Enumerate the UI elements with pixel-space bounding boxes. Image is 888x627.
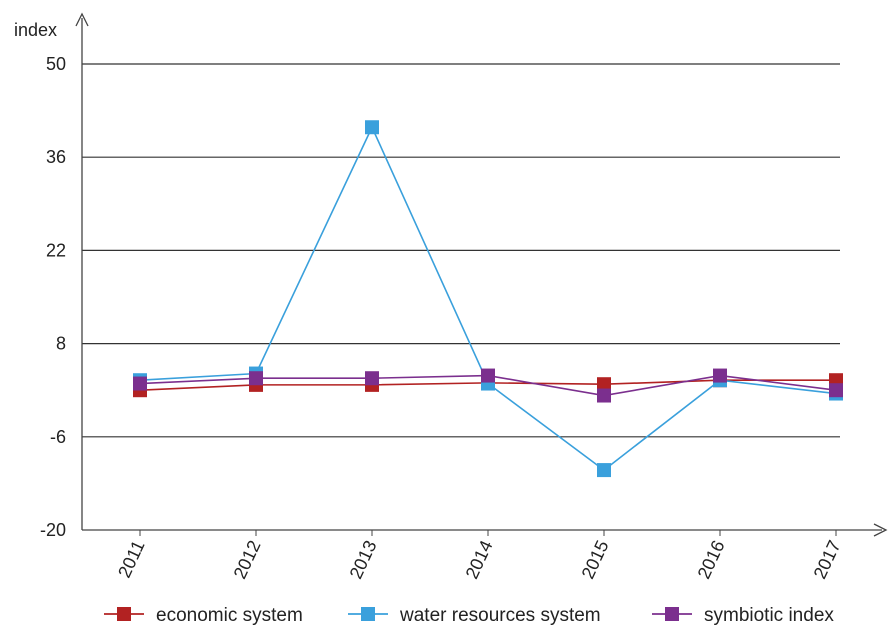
data-point-marker xyxy=(597,388,611,403)
y-axis-arrow-icon xyxy=(75,12,89,27)
y-tick-label: -20 xyxy=(40,520,66,540)
legend-label: symbiotic index xyxy=(704,605,834,626)
legend-marker-icon xyxy=(117,607,131,621)
y-axis-title: index xyxy=(14,20,57,40)
x-tick-label: 2015 xyxy=(578,537,613,582)
data-point-marker xyxy=(133,376,147,391)
grid-lines xyxy=(82,63,840,438)
x-tick-labels: 2011 2012 2013 2014 2015 2016 2017 xyxy=(114,530,845,582)
x-tick-label: 2017 xyxy=(810,537,845,582)
legend-marker-icon xyxy=(665,607,679,621)
data-point-marker xyxy=(713,368,727,383)
data-point-marker xyxy=(481,368,495,383)
x-tick-label: 2016 xyxy=(694,537,729,582)
x-tick-label: 2012 xyxy=(230,537,265,582)
data-point-marker xyxy=(249,371,263,386)
y-tick-labels: 50 36 22 8 -6 -20 xyxy=(40,54,66,540)
x-tick-label: 2013 xyxy=(346,537,381,582)
y-tick-label: 50 xyxy=(46,54,66,74)
data-point-marker xyxy=(365,120,379,135)
y-tick-label: 36 xyxy=(46,147,66,167)
legend-marker-icon xyxy=(361,607,375,621)
legend-item: water resources system xyxy=(348,605,601,626)
series-line xyxy=(139,125,837,472)
data-point-marker xyxy=(597,377,611,392)
legend: economic system water resources system sym… xyxy=(104,605,834,626)
legend-item: economic system xyxy=(104,605,303,626)
legend-label: water resources system xyxy=(399,605,601,626)
x-axis-arrow-icon xyxy=(873,523,888,537)
legend-label: economic system xyxy=(156,605,303,626)
data-point-marker xyxy=(597,463,611,478)
x-tick-label: 2014 xyxy=(462,537,497,582)
y-tick-label: 8 xyxy=(56,334,66,354)
series-symbiotic-index xyxy=(133,368,843,403)
y-tick-label: 22 xyxy=(46,240,66,260)
data-point-marker xyxy=(365,371,379,386)
x-tick-label: 2011 xyxy=(114,537,148,581)
series-water-resources-system xyxy=(133,120,843,478)
axes: index xyxy=(14,12,888,537)
y-tick-label: -6 xyxy=(50,427,66,447)
series-layer xyxy=(133,120,843,478)
legend-item: symbiotic index xyxy=(652,605,834,626)
data-point-marker xyxy=(829,383,843,398)
